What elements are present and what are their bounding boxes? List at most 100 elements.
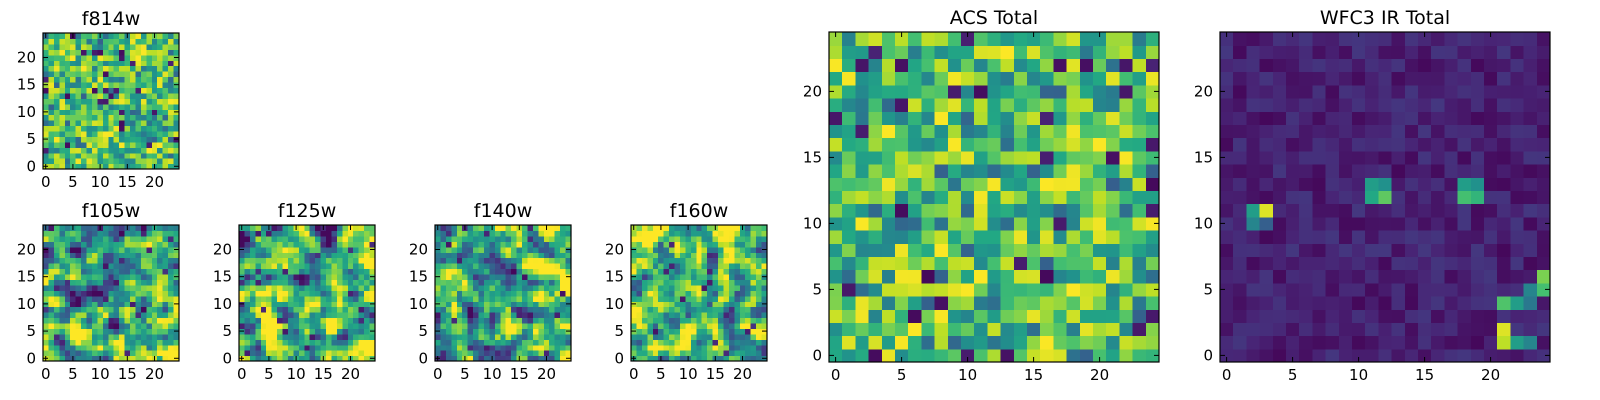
heatmap-cell [364,328,371,335]
heatmap-cell [1246,203,1261,218]
heatmap-cell [1259,45,1274,59]
heatmap-cell [239,257,246,264]
heatmap-cell [75,130,82,137]
heatmap-cell [750,284,757,291]
heatmap-cell [961,164,975,178]
heatmap-cell [1066,45,1081,59]
heatmap-cell [494,312,501,319]
heatmap-cell [162,268,169,275]
heatmap-cell [516,290,523,297]
heatmap-cell [1259,322,1274,337]
heatmap-cell [97,284,104,291]
heatmap-cell [157,54,164,61]
heatmap-cell [75,103,82,110]
heatmap-cell [868,150,883,165]
heatmap-cell [829,190,843,205]
heatmap-cell [538,235,545,242]
heatmap-cell [478,322,485,329]
heatmap-cell [1523,124,1538,139]
heatmap-cell [1365,335,1379,350]
heatmap-cell [462,350,469,357]
heatmap-cell [908,45,922,59]
heatmap-cell [1259,177,1274,191]
heatmap-cell [473,322,480,329]
heatmap-cell [244,279,251,286]
heatmap-cell [855,269,870,284]
heatmap-cell [707,317,714,324]
heatmap-cell [102,333,109,340]
heatmap-cell [157,163,164,170]
heatmap-cell [921,230,936,244]
heatmap-cell [53,33,60,40]
heatmap-cell [320,230,327,237]
heatmap-cell [1220,124,1234,139]
heatmap-cell [86,235,93,242]
panel-title: ACS Total [950,7,1038,29]
heatmap-cell [494,290,501,297]
heatmap-cell [707,279,714,286]
heatmap-cell [162,114,169,121]
heatmap-cell [690,344,697,351]
heatmap-cell [658,273,665,280]
heatmap-cell [1523,111,1538,125]
heatmap-cell [456,295,463,302]
heatmap-cell [53,306,60,313]
heatmap-cell [358,312,365,319]
heatmap-cell [108,54,115,61]
heatmap-cell [631,284,638,291]
heatmap-cell [326,279,333,286]
heatmap-cell [1325,84,1340,99]
heatmap-cell [1119,296,1134,310]
heatmap-cell [1391,58,1406,73]
heatmap-cell [1299,256,1313,271]
heatmap-cell [565,268,572,275]
heatmap-cell [532,306,539,313]
heatmap-cell [157,92,164,99]
heatmap-cell [1299,150,1313,165]
heatmap-cell [895,243,909,257]
heatmap-cell [631,344,638,351]
heatmap-cell [331,317,338,324]
x-tick-label: 10 [483,365,502,383]
heatmap-cell [309,350,316,357]
heatmap-cell [1145,98,1160,112]
heatmap-cell [124,263,131,270]
heatmap-cell [908,243,922,257]
heatmap-cell [1246,124,1261,139]
heatmap-cell [1484,296,1498,310]
heatmap-cell [304,241,311,248]
heatmap-cell [1272,243,1287,257]
heatmap-cell [500,344,507,351]
heatmap-cell [855,230,870,244]
heatmap-cell [102,60,109,67]
heatmap-cell [750,279,757,286]
heatmap-cell [669,344,676,351]
heatmap-cell [119,333,126,340]
heatmap-cell [140,284,147,291]
heatmap-cell [435,230,442,237]
heatmap-cell [157,87,164,94]
heatmap-cell [277,246,284,253]
heatmap-cell [750,350,757,357]
heatmap-cell [565,279,572,286]
heatmap-cell [1457,150,1472,165]
heatmap-cell [315,290,322,297]
heatmap-cell [489,235,496,242]
heatmap-cell [538,257,545,264]
heatmap-cell [1378,230,1393,244]
heatmap-cell [1119,190,1134,205]
heatmap-cell [511,230,518,237]
heatmap-cell [1040,203,1054,218]
heatmap-cell [43,344,50,351]
heatmap-cell [1457,137,1472,152]
heatmap-cell [249,350,256,357]
heatmap-cell [532,333,539,340]
heatmap-cell [146,76,153,83]
heatmap-cell [336,246,343,253]
heatmap-cell [921,309,936,323]
heatmap-cell [855,309,870,323]
heatmap-cell [1040,190,1054,205]
heatmap-cell [298,344,305,351]
heatmap-cell [64,339,71,346]
heatmap-cell [505,241,512,248]
